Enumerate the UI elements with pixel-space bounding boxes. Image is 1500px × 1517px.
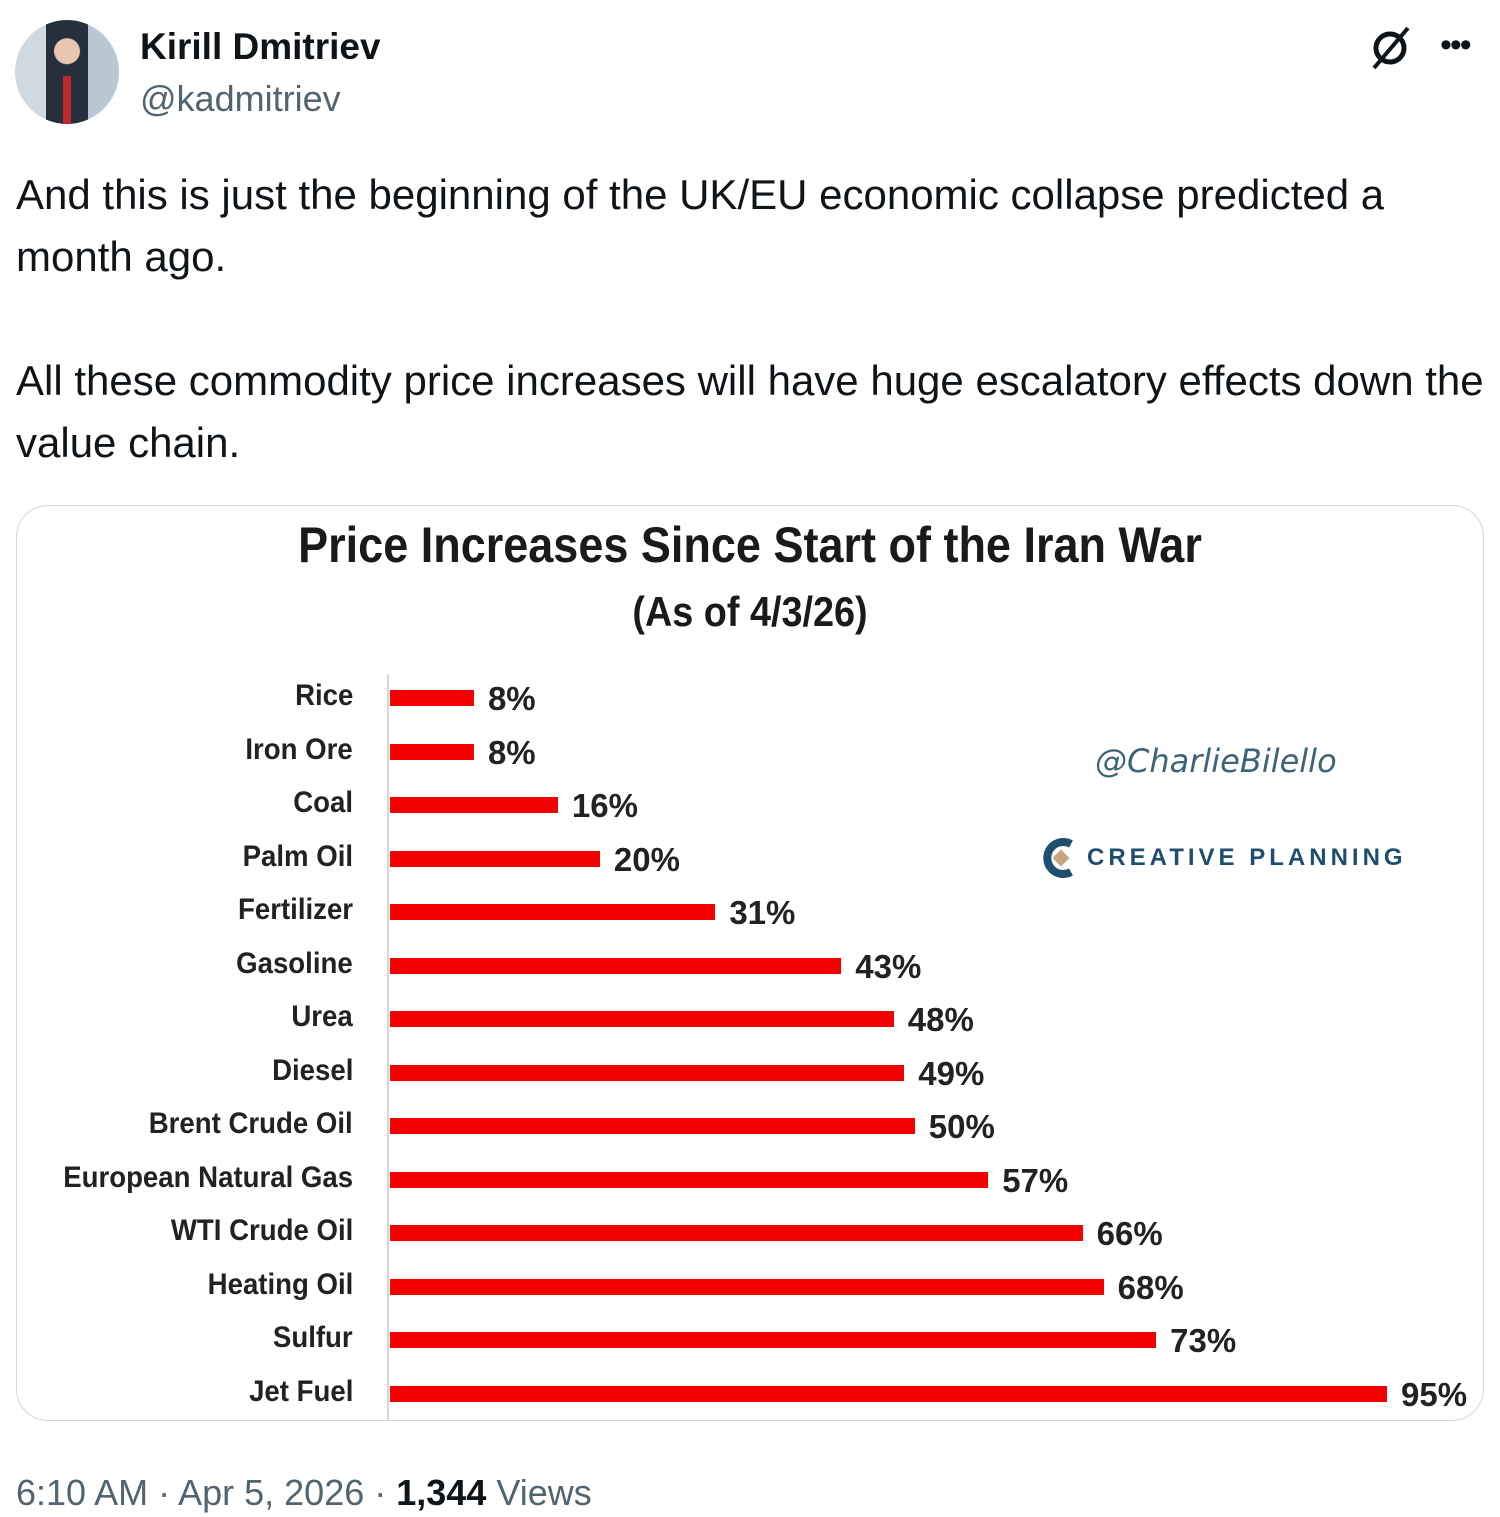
bar-palm-oil	[390, 850, 600, 867]
bar-gasoline	[390, 957, 842, 974]
author-handle[interactable]: @kadmitriev	[140, 78, 341, 119]
creative-planning-icon	[1043, 838, 1073, 878]
data-label: 8%	[487, 680, 536, 717]
bar-fertilizer	[390, 904, 716, 920]
tweet-date[interactable]: Apr 5, 2026	[178, 1472, 365, 1513]
data-label: 8%	[487, 733, 536, 771]
bar-diesel	[390, 1064, 905, 1081]
chart-image[interactable]: Price Increases Since Start of the Iran …	[16, 505, 1484, 1421]
data-label: 43%	[855, 947, 922, 985]
category-label: Jet Fuel	[248, 1374, 353, 1408]
chart-title: Price Increases Since Start of the Iran …	[298, 517, 1202, 573]
data-label: 49%	[918, 1054, 985, 1092]
data-label: 48%	[907, 1001, 974, 1038]
tweet-time[interactable]: 6:10 AM	[16, 1472, 149, 1513]
data-label: 50%	[928, 1108, 995, 1145]
brand-logo: CREATIVE PLANNING	[1041, 838, 1407, 878]
bar-brent-crude-oil	[390, 1118, 915, 1134]
bar-european-natural-gas	[390, 1171, 989, 1188]
category-label: Coal	[293, 786, 353, 819]
data-label: 73%	[1170, 1322, 1237, 1359]
watermark: @CharlieBilello	[1095, 742, 1337, 780]
bar-iron-ore	[390, 743, 474, 760]
bar-rice	[390, 690, 474, 706]
data-label: 31%	[729, 894, 796, 931]
category-label: Palm Oil	[242, 839, 353, 873]
data-label: 66%	[1096, 1215, 1163, 1252]
tweet-meta: 6:10 AM · Apr 5, 2026 · 1,344 Views	[16, 1472, 592, 1513]
category-label: Brent Crude Oil	[149, 1107, 353, 1140]
chart-subtitle: (As of 4/3/26)	[632, 588, 868, 635]
data-label: 57%	[1002, 1161, 1069, 1199]
category-label: Urea	[291, 1000, 353, 1033]
bar-wti-crude-oil	[390, 1225, 1083, 1241]
bar-urea	[390, 1011, 894, 1027]
category-label: Rice	[294, 679, 353, 712]
author-name[interactable]: Kirill Dmitriev	[140, 26, 381, 67]
category-label: Sulfur	[273, 1321, 353, 1354]
category-label: Fertilizer	[237, 893, 353, 926]
category-label: WTI Crude Oil	[170, 1214, 353, 1247]
views-label: Views	[496, 1472, 592, 1513]
bar-heating-oil	[390, 1278, 1104, 1295]
tweet-text: And this is just the beginning of the UK…	[16, 171, 1484, 466]
category-label: European Natural Gas	[63, 1160, 353, 1194]
views-count: 1,344	[396, 1472, 487, 1513]
data-label: 20%	[613, 840, 680, 878]
bar-sulfur	[390, 1332, 1157, 1348]
bar-jet-fuel	[390, 1385, 1387, 1402]
grok-icon[interactable]	[1366, 24, 1414, 72]
data-label: 16%	[571, 787, 638, 824]
category-label: Gasoline	[236, 946, 353, 980]
brand-name: CREATIVE PLANNING	[1087, 844, 1407, 871]
category-label: Heating Oil	[207, 1267, 353, 1301]
category-label: Iron Ore	[245, 732, 353, 766]
more-icon[interactable]: •••	[1440, 26, 1472, 64]
y-axis-line	[387, 674, 389, 1420]
bar-coal	[390, 797, 558, 813]
data-label: 95%	[1401, 1375, 1468, 1413]
data-label: 68%	[1117, 1268, 1184, 1306]
category-label: Diesel	[271, 1053, 353, 1087]
avatar[interactable]	[15, 20, 119, 124]
